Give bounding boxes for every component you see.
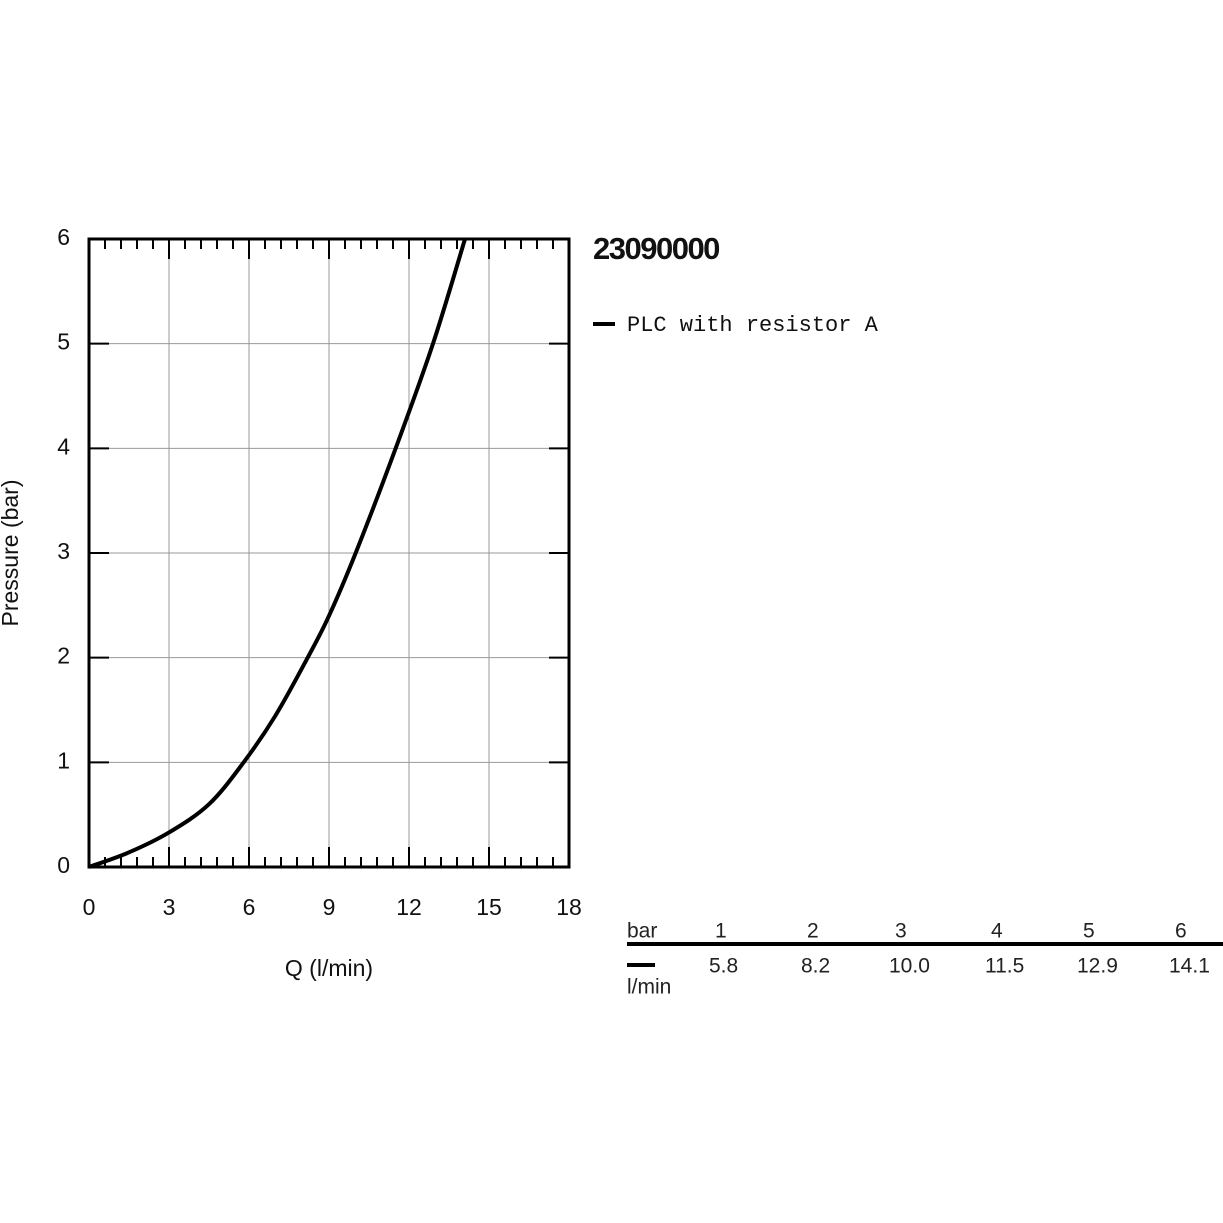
table-header: 5: [1083, 920, 1095, 943]
table-cell: 5.8: [709, 955, 738, 978]
table-header: 3: [895, 920, 907, 943]
table-cell: 10.0: [889, 955, 930, 978]
table-cell: 12.9: [1077, 955, 1118, 978]
y-axis-label: Pressure (bar): [0, 480, 23, 627]
table-header: 4: [991, 920, 1003, 943]
plot-frame: [87, 237, 571, 869]
x-tick-label: 15: [476, 894, 502, 920]
table-header: 2: [807, 920, 819, 943]
y-tick-label: 0: [57, 852, 70, 878]
table-cell: 14.1: [1169, 955, 1210, 978]
table-cell: 11.5: [985, 955, 1024, 978]
x-tick-label: 18: [556, 894, 582, 920]
curve: [88, 238, 467, 869]
table-unit: l/min: [627, 976, 671, 999]
y-tick-label: 4: [57, 433, 70, 459]
x-tick-label: 3: [163, 894, 176, 920]
x-tick-label: 9: [323, 894, 336, 920]
y-tick-label: 5: [57, 329, 70, 355]
x-tick-label: 12: [396, 894, 422, 920]
x-tick-label: 0: [83, 894, 96, 920]
y-tick-label: 2: [57, 643, 70, 669]
y-tick-label: 6: [57, 224, 70, 250]
table-cell: 8.2: [801, 955, 830, 978]
x-axis-label: Q (l/min): [285, 955, 373, 981]
table-header: 1: [715, 920, 727, 943]
table-header: 6: [1175, 920, 1187, 943]
legend-label: PLC with resistor A: [627, 313, 879, 338]
y-tick-label: 1: [57, 747, 70, 773]
x-tick-label: 6: [243, 894, 256, 920]
table-unit: bar: [627, 920, 657, 943]
chart-title: 23090000: [593, 231, 719, 266]
y-tick-label: 3: [57, 538, 70, 564]
